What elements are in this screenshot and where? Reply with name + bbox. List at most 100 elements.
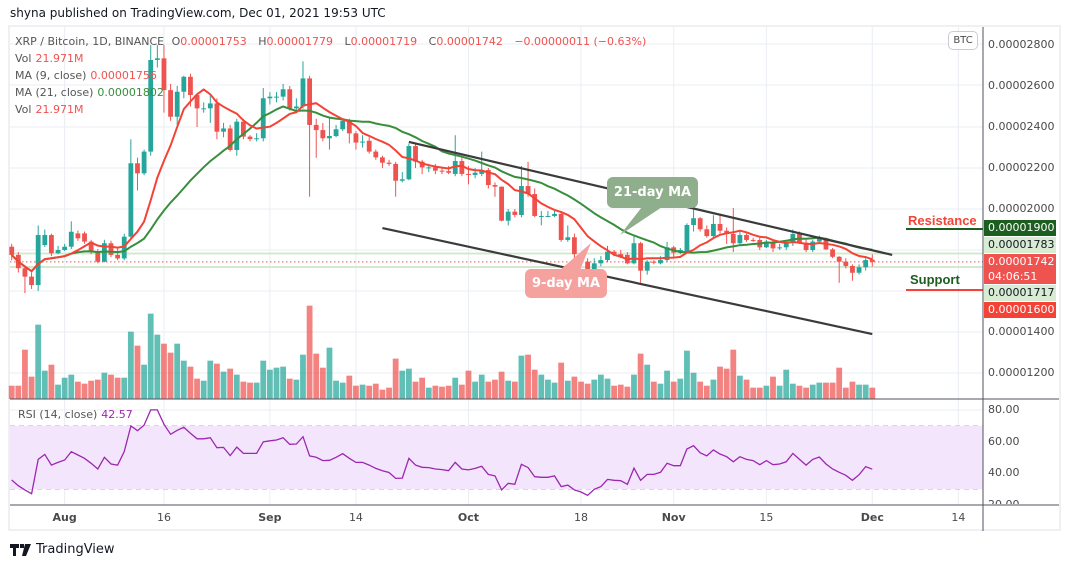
candle	[227, 124, 233, 152]
volume-bar	[240, 381, 247, 399]
candle	[241, 118, 246, 140]
volume-bar	[750, 387, 757, 399]
candle-body	[254, 138, 260, 140]
volume-bar	[485, 381, 492, 399]
candle-body	[115, 254, 121, 259]
volume-bar	[386, 387, 392, 399]
candle-body	[499, 186, 504, 221]
candle-body	[658, 260, 663, 264]
volume-bar	[412, 381, 419, 399]
candle	[386, 159, 392, 166]
vol2-label: Vol	[15, 103, 32, 116]
volume-bar	[88, 380, 95, 399]
candle-body	[777, 247, 783, 249]
volume-bar	[690, 372, 697, 399]
volume-bar	[300, 354, 306, 399]
volume-bar	[81, 383, 88, 399]
candle-body	[55, 250, 61, 254]
volume-bar	[214, 363, 220, 399]
volume-bar	[200, 380, 207, 399]
candle-body	[406, 146, 412, 180]
candle	[287, 86, 293, 111]
candle-body	[485, 170, 491, 186]
time-tick-label: Oct	[457, 511, 480, 524]
volume-bar	[333, 380, 339, 399]
candle	[353, 131, 359, 150]
candle	[207, 94, 213, 123]
volume-bar	[227, 368, 234, 399]
volume-bar	[339, 382, 346, 399]
candle-body	[95, 251, 101, 262]
volume-bar	[743, 379, 750, 399]
candle-body	[9, 246, 15, 255]
candle-body	[88, 241, 94, 252]
volume-bar	[465, 370, 472, 399]
volume-bar	[518, 355, 525, 399]
candle	[194, 94, 200, 127]
candle-body	[810, 241, 816, 250]
symbol-title[interactable]: XRP / Bitcoin, 1D, BINANCE	[15, 35, 165, 48]
candle-body	[274, 96, 279, 98]
volume-bar	[101, 372, 108, 399]
tradingview-logo[interactable]: TradingView	[10, 542, 115, 557]
candle-body	[869, 259, 875, 262]
volume-bar	[511, 381, 518, 399]
price-marker: 0.00001742 04:06:51	[984, 254, 1056, 284]
volume-bar	[55, 384, 61, 399]
candle	[128, 139, 134, 238]
candle	[565, 225, 571, 242]
candle-body	[750, 239, 756, 241]
candle	[221, 122, 226, 138]
candle-body	[737, 235, 743, 244]
volume-bar	[127, 331, 134, 399]
legend-ma9[interactable]: MA (9, close) 0.00001756	[15, 69, 161, 82]
candle-body	[452, 161, 458, 174]
legend-ma21[interactable]: MA (21, close) 0.00001802	[15, 86, 168, 99]
candle	[260, 88, 266, 142]
volume-bar	[260, 360, 267, 399]
candle	[254, 133, 260, 142]
rsi-value: 42.57	[101, 408, 133, 421]
volume-bar	[41, 370, 48, 399]
candle	[148, 45, 154, 156]
volume-bar	[551, 382, 558, 399]
volume-bar	[48, 364, 55, 399]
currency-badge[interactable]: BTC	[948, 31, 978, 50]
candle-body	[194, 95, 200, 109]
volume-bar	[723, 368, 730, 399]
volume-bar	[273, 367, 280, 399]
candle	[763, 239, 769, 248]
candle	[744, 233, 749, 242]
price-tick-label: 0.00002600	[988, 79, 1055, 92]
volume-bar	[545, 379, 551, 399]
price-tick-label: 0.00002400	[988, 120, 1055, 133]
volume-bar	[809, 384, 816, 399]
candle-body	[598, 260, 604, 264]
candle	[75, 230, 81, 241]
ma21-callout-pointer	[620, 207, 662, 235]
volume-bar	[737, 375, 743, 399]
candle	[724, 227, 730, 244]
candle-body	[836, 256, 842, 262]
candle-body	[439, 170, 445, 172]
candle-body	[340, 120, 346, 130]
brand-name: TradingView	[36, 542, 115, 557]
candle-body	[426, 167, 432, 169]
candle-body	[366, 140, 372, 152]
volume-bar	[823, 382, 829, 399]
axes	[10, 27, 1059, 531]
legend-volume[interactable]: Vol 21.971M	[15, 52, 87, 65]
volume-bar	[604, 378, 611, 399]
volume-bar	[286, 378, 293, 399]
candle	[135, 157, 140, 191]
candle	[505, 209, 511, 226]
candle	[340, 118, 346, 132]
candle-body	[333, 129, 339, 137]
candle	[419, 159, 425, 175]
legend-volume-2[interactable]: Vol 21.971M	[15, 103, 87, 116]
candle	[638, 241, 643, 283]
legend-rsi[interactable]: RSI (14, close) 42.57	[18, 408, 137, 421]
candle	[572, 233, 577, 259]
candle-body	[618, 254, 624, 257]
